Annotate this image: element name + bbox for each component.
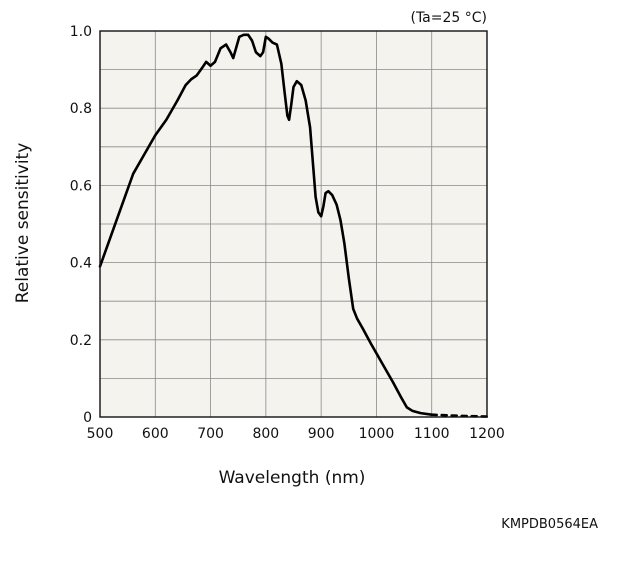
y-tick-label: 0.8 (70, 101, 92, 117)
condition-note: (Ta=25 °C) (410, 10, 487, 26)
x-axis-label: Wavelength (nm) (219, 468, 366, 488)
x-tick-label: 1100 (414, 426, 450, 442)
y-tick-label: 1.0 (70, 24, 92, 40)
y-tick-label: 0.6 (70, 178, 92, 194)
x-tick-label: 600 (142, 426, 169, 442)
figure-code: KMPDB0564EA (501, 517, 598, 532)
x-tick-label: 500 (87, 426, 114, 442)
y-tick-label: 0 (83, 410, 92, 426)
y-tick-label: 0.4 (70, 256, 92, 272)
y-axis-label: Relative sensitivity (13, 143, 33, 304)
x-tick-label: 1200 (469, 426, 505, 442)
x-tick-labels: 500 600 700 800 900 1000 1100 1200 (87, 426, 505, 442)
plot-frame (99, 30, 488, 418)
x-tick-label: 900 (308, 426, 335, 442)
grid (100, 31, 487, 417)
x-tick-label: 800 (252, 426, 279, 442)
x-tick-label: 700 (197, 426, 224, 442)
y-tick-labels: 0 0.2 0.4 0.6 0.8 1.0 (70, 24, 92, 426)
x-tick-label: 1000 (359, 426, 395, 442)
y-tick-label: 0.2 (70, 333, 92, 349)
series-line-sensitivity (98, 33, 434, 416)
